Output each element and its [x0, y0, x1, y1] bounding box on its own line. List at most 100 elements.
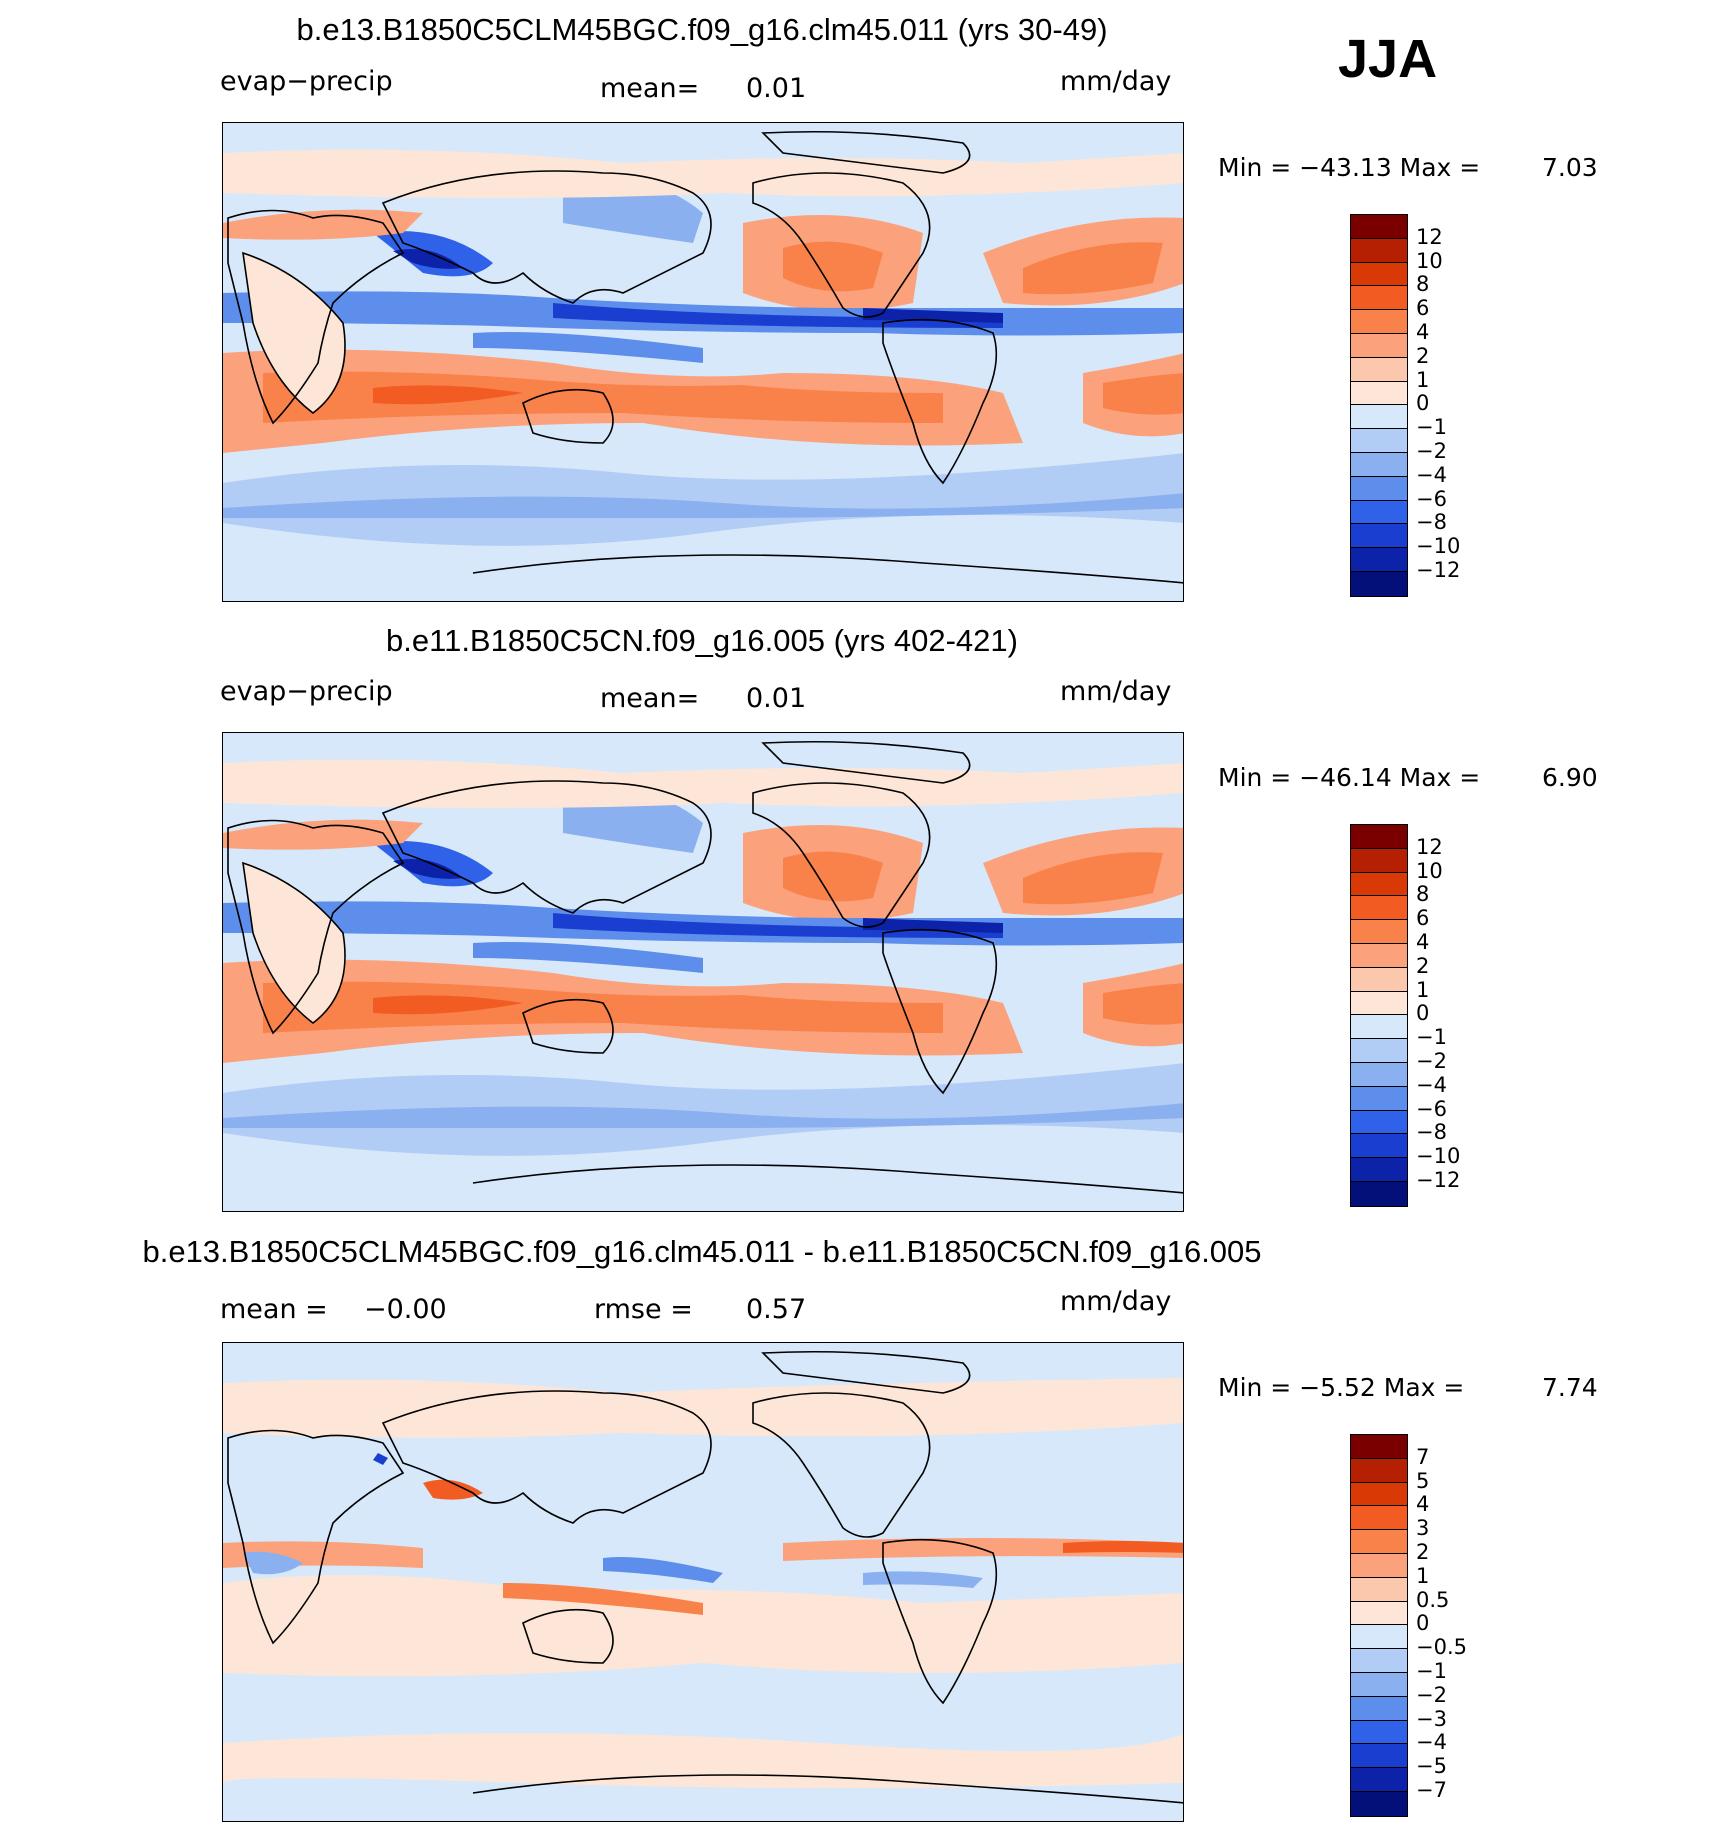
- colorbar-segment: [1351, 1506, 1407, 1531]
- colorbar-tick-label: −12: [1416, 1168, 1461, 1192]
- colorbar-tick-label: −4: [1416, 1072, 1447, 1097]
- colorbar-segment: [1351, 1696, 1407, 1721]
- colorbar-tick-label: −5: [1416, 1754, 1447, 1779]
- panel-2-mean-label: mean=: [600, 683, 700, 714]
- colorbar-segment: [1351, 1458, 1407, 1483]
- colorbar-segment: [1351, 1720, 1407, 1745]
- colorbar-segment: [1351, 825, 1407, 849]
- colorbar-segment: [1351, 1086, 1407, 1111]
- colorbar-tick-label: 4: [1416, 1492, 1430, 1517]
- colorbar-segment: [1351, 524, 1407, 549]
- colorbar-segment: [1351, 1744, 1407, 1769]
- panel-1-variable: evap−precip: [220, 66, 393, 97]
- colorbar-segment: [1351, 1791, 1407, 1816]
- colorbar-tick-label: −2: [1416, 1049, 1447, 1073]
- panel-3-mean-label: mean =: [220, 1294, 328, 1325]
- colorbar-segment: [1351, 357, 1407, 382]
- panel-3-title: b.e13.B1850C5CLM45BGC.f09_g16.clm45.011 …: [142, 1234, 1262, 1269]
- colorbar-tick-label: −1: [1416, 1659, 1447, 1683]
- colorbar-tick-label: 8: [1416, 272, 1430, 297]
- panel-3-map-svg: [223, 1343, 1183, 1821]
- panel-2-min-max: Min = −46.14 Max =: [1218, 763, 1481, 792]
- colorbar-segment: [1351, 1015, 1407, 1040]
- colorbar-tick-label: −2: [1416, 1682, 1447, 1707]
- colorbar-tick-label: 1: [1416, 1563, 1430, 1588]
- colorbar-segment: [1351, 548, 1407, 572]
- panel-3-units: mm/day: [1060, 1286, 1172, 1317]
- colorbar-segment: [1351, 215, 1407, 239]
- colorbar-segment: [1351, 1768, 1407, 1792]
- colorbar-tick-label: 5: [1416, 1468, 1430, 1493]
- colorbar-tick-label: 0: [1416, 1001, 1430, 1026]
- colorbar-segment: [1351, 1601, 1407, 1626]
- panel-1-map-svg: [223, 123, 1183, 601]
- colorbar-tick-label: 0: [1416, 1611, 1430, 1636]
- panel-3-colorbar: [1350, 1434, 1408, 1817]
- colorbar-segment: [1351, 920, 1407, 944]
- colorbar-tick-label: −3: [1416, 1706, 1447, 1731]
- colorbar-tick-label: 1: [1416, 977, 1430, 1002]
- panel-3-map: [222, 1342, 1184, 1822]
- colorbar-segment: [1351, 452, 1407, 477]
- panel-1-title: b.e13.B1850C5CLM45BGC.f09_g16.clm45.011 …: [296, 12, 1108, 47]
- panel-2-mean-value: 0.01: [746, 683, 807, 714]
- colorbar-segment: [1351, 943, 1407, 968]
- panel-2-max-value: 6.90: [1542, 763, 1598, 792]
- panel-2-units: mm/day: [1060, 676, 1172, 707]
- colorbar-tick-label: 10: [1416, 248, 1443, 273]
- colorbar-tick-label: 6: [1416, 906, 1430, 931]
- colorbar-tick-label: 4: [1416, 930, 1430, 954]
- panel-3-rmse-value: 0.57: [746, 1294, 807, 1325]
- colorbar-tick-label: 7: [1416, 1444, 1430, 1469]
- colorbar-segment: [1351, 991, 1407, 1016]
- colorbar-tick-label: −1: [1416, 1025, 1447, 1050]
- colorbar-segment: [1351, 872, 1407, 897]
- colorbar-segment: [1351, 967, 1407, 992]
- colorbar-tick-label: −2: [1416, 439, 1447, 463]
- colorbar-tick-label: −0.5: [1416, 1635, 1467, 1660]
- colorbar-segment: [1351, 500, 1407, 525]
- colorbar-tick-label: 0.5: [1416, 1587, 1450, 1612]
- colorbar-segment: [1351, 1577, 1407, 1602]
- colorbar-tick-label: 3: [1416, 1516, 1430, 1541]
- panel-3-mean-value: −0.00: [364, 1294, 447, 1325]
- panel-1-min-max: Min = −43.13 Max =: [1218, 153, 1481, 182]
- colorbar-segment: [1351, 848, 1407, 873]
- colorbar-tick-label: −8: [1416, 1120, 1447, 1145]
- colorbar-tick-label: −6: [1416, 486, 1447, 511]
- colorbar-tick-label: 2: [1416, 953, 1430, 978]
- colorbar-tick-label: −10: [1416, 534, 1461, 559]
- colorbar-segment: [1351, 1530, 1407, 1554]
- colorbar-tick-label: 1: [1416, 367, 1430, 392]
- panel-2-map: [222, 732, 1184, 1212]
- colorbar-segment: [1351, 1649, 1407, 1673]
- colorbar-segment: [1351, 571, 1407, 596]
- colorbar-tick-label: 6: [1416, 296, 1430, 321]
- colorbar-tick-label: 2: [1416, 1540, 1430, 1564]
- colorbar-tick-label: −1: [1416, 415, 1447, 440]
- colorbar-tick-label: −4: [1416, 1730, 1447, 1755]
- panel-1-units: mm/day: [1060, 66, 1172, 97]
- season-label: JJA: [1338, 29, 1438, 89]
- panel-2-colorbar: [1350, 824, 1408, 1207]
- colorbar-segment: [1351, 405, 1407, 430]
- colorbar-tick-label: 12: [1416, 224, 1443, 249]
- panel-1-max-value: 7.03: [1542, 153, 1598, 182]
- panel-1-map: [222, 122, 1184, 602]
- colorbar-segment: [1351, 1134, 1407, 1159]
- panel-1-colorbar: [1350, 214, 1408, 597]
- colorbar-segment: [1351, 1110, 1407, 1135]
- colorbar-segment: [1351, 333, 1407, 358]
- colorbar-segment: [1351, 1062, 1407, 1087]
- colorbar-tick-label: −7: [1416, 1778, 1447, 1802]
- colorbar-tick-label: −4: [1416, 462, 1447, 487]
- colorbar-segment: [1351, 1039, 1407, 1063]
- colorbar-segment: [1351, 1672, 1407, 1697]
- colorbar-tick-label: −10: [1416, 1144, 1461, 1169]
- panel-2-title: b.e11.B1850C5CN.f09_g16.005 (yrs 402-421…: [386, 623, 1018, 658]
- colorbar-segment: [1351, 286, 1407, 311]
- panel-3-min-max: Min = −5.52 Max =: [1218, 1373, 1465, 1402]
- colorbar-segment: [1351, 1482, 1407, 1507]
- colorbar-segment: [1351, 429, 1407, 453]
- colorbar-tick-label: 12: [1416, 834, 1443, 859]
